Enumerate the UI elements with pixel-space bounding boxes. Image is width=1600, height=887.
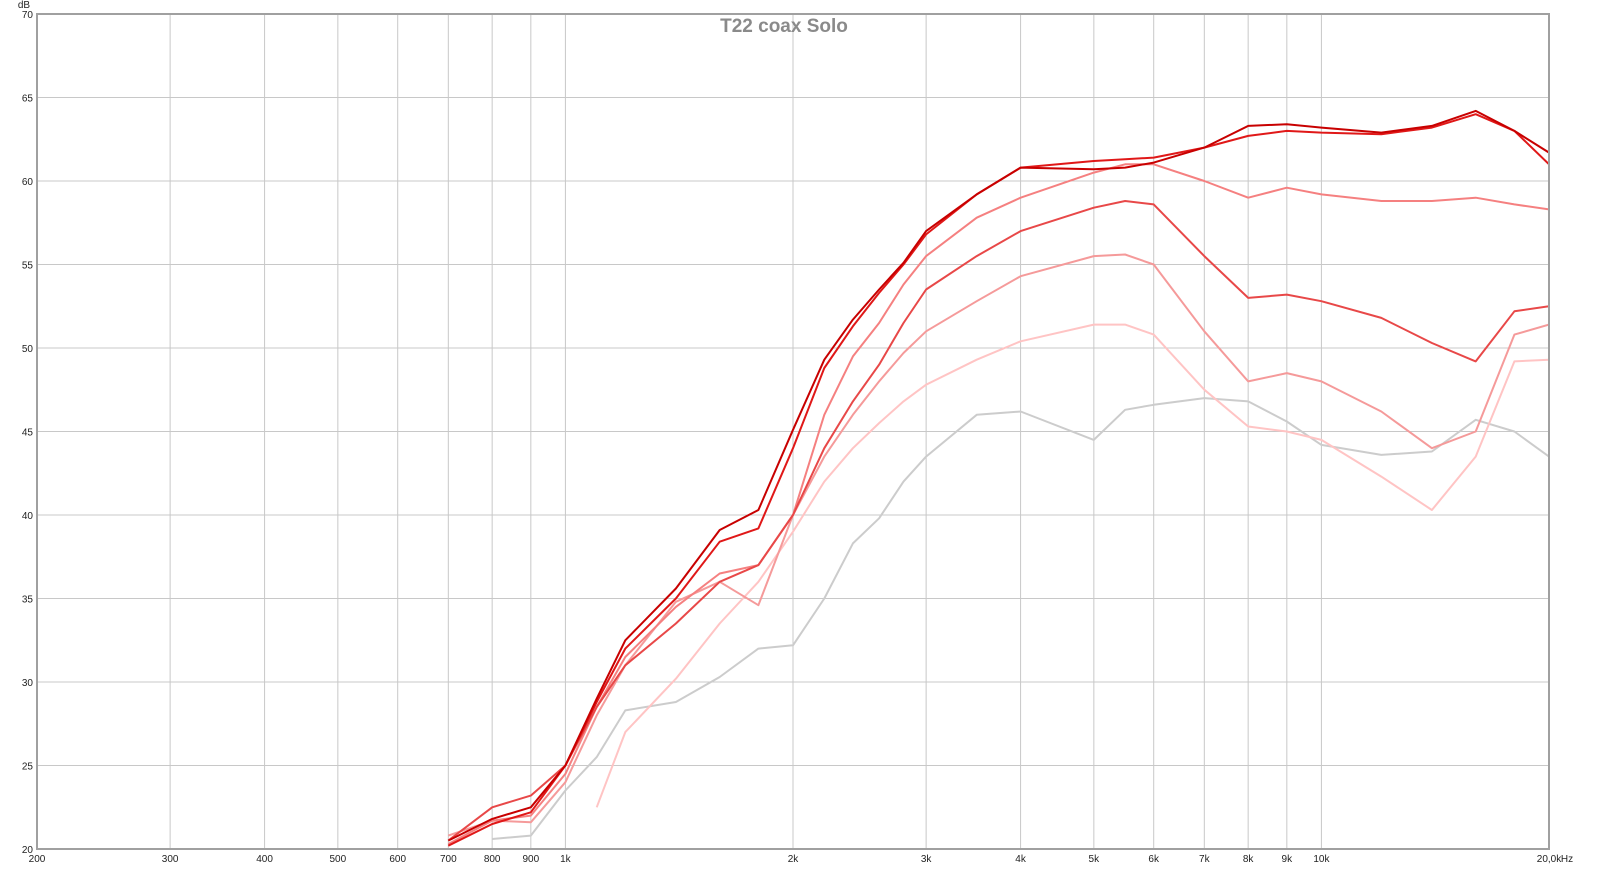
y-tick-label: 30	[22, 678, 34, 689]
y-tick-label: 60	[22, 177, 34, 188]
x-tick-label: 8k	[1243, 854, 1255, 865]
series-line	[447, 163, 1549, 845]
y-tick-label: 20	[22, 845, 34, 856]
x-tick-label: 4k	[1015, 854, 1027, 865]
y-tick-label: 55	[22, 261, 34, 272]
x-tick-label: 600	[389, 854, 406, 865]
x-tick-label: 300	[162, 854, 179, 865]
series-line	[447, 109, 1549, 842]
x-tick-label: 5k	[1089, 854, 1101, 865]
x-tick-label: 20,0k	[1537, 854, 1562, 865]
series-line	[447, 200, 1549, 842]
x-tick-label: 900	[522, 854, 539, 865]
x-tick-label: 7k	[1199, 854, 1211, 865]
series-line	[447, 253, 1549, 837]
y-tick-label: 65	[22, 94, 34, 105]
chart-title: T22 coax Solo	[720, 16, 848, 37]
x-tick-label: 2k	[788, 854, 800, 865]
y-tick-label: 35	[22, 595, 34, 606]
x-tick-label: 6k	[1148, 854, 1160, 865]
x-tick-label: 200	[29, 854, 46, 865]
y-tick-label: 40	[22, 511, 34, 522]
x-tick-label: 1k	[560, 854, 572, 865]
y-tick-label: 25	[22, 762, 34, 773]
y-tick-label: 50	[22, 344, 34, 355]
x-tick-label: 500	[329, 854, 346, 865]
y-unit: dB	[18, 0, 31, 11]
x-tick-label: 700	[440, 854, 457, 865]
series-line	[595, 323, 1549, 808]
x-tick-label: 3k	[921, 854, 933, 865]
series-line	[447, 113, 1549, 847]
plot-frame	[36, 13, 1550, 850]
x-unit: Hz	[1561, 854, 1573, 865]
x-tick-label: 800	[484, 854, 501, 865]
y-tick-label: 70	[22, 10, 34, 21]
x-tick-label: 9k	[1282, 854, 1294, 865]
y-tick-label: 45	[22, 428, 34, 439]
x-tick-label: 10k	[1313, 854, 1330, 865]
x-tick-label: 400	[256, 854, 273, 865]
